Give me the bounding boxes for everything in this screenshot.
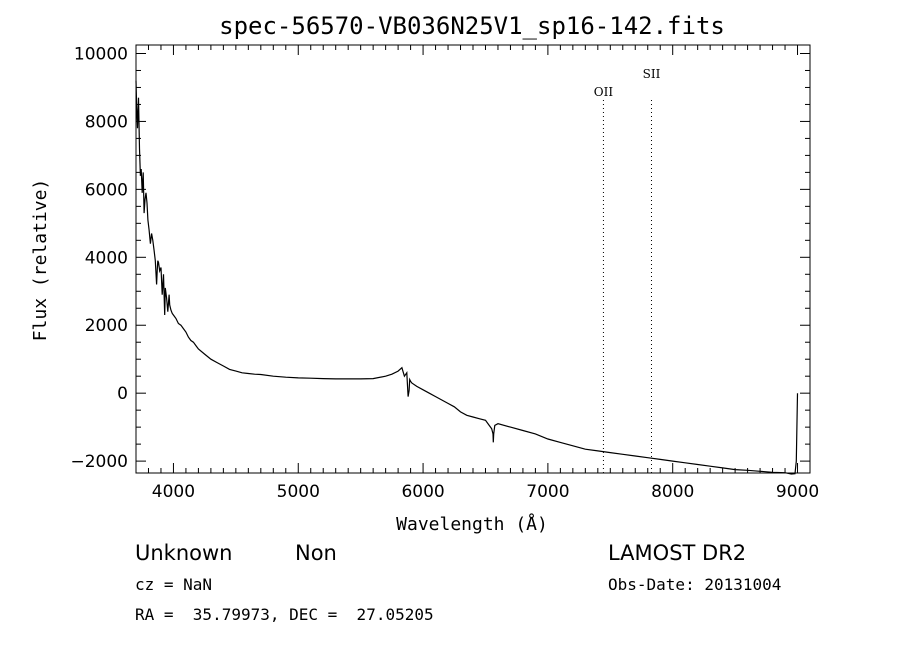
y-tick-label: 2000 (85, 316, 128, 336)
y-tick-label: 10000 (74, 44, 128, 64)
axis-ticks: 4000 5000 6000 7000 8000 9000 −2000 0 2000 4000 60… (70, 44, 819, 502)
chart-title: spec-56570-VB036N25V1_sp16-142.fits (219, 12, 725, 40)
emission-line-markers: OII SII (594, 67, 661, 473)
y-tick-label: 8000 (85, 112, 128, 132)
y-tick-label: −2000 (70, 452, 128, 472)
y-axis-label: Flux (relative) (30, 179, 51, 342)
plot-frame (135, 44, 811, 474)
coordinates-label: RA = 35.79973, DEC = 27.05205 (135, 605, 434, 624)
class-label: Unknown (135, 541, 232, 565)
line-label-sii: SII (643, 67, 661, 81)
obs-date-label: Obs-Date: 20131004 (608, 575, 781, 594)
y-tick-label: 6000 (85, 180, 128, 200)
x-tick-label: 8000 (651, 482, 694, 502)
y-tick-label: 0 (117, 384, 128, 404)
subclass-label: Non (295, 541, 337, 565)
x-tick-label: 4000 (152, 482, 195, 502)
redshift-label: cz = NaN (135, 575, 212, 594)
x-tick-label: 5000 (277, 482, 320, 502)
survey-label: LAMOST DR2 (608, 541, 746, 565)
spectrum-line (135, 80, 799, 475)
line-label-oii: OII (594, 85, 614, 99)
x-tick-label: 7000 (526, 482, 569, 502)
x-tick-label: 6000 (401, 482, 444, 502)
y-tick-label: 4000 (85, 248, 128, 268)
x-tick-label: 9000 (776, 482, 819, 502)
x-axis-label: Wavelength (Å) (396, 513, 548, 535)
